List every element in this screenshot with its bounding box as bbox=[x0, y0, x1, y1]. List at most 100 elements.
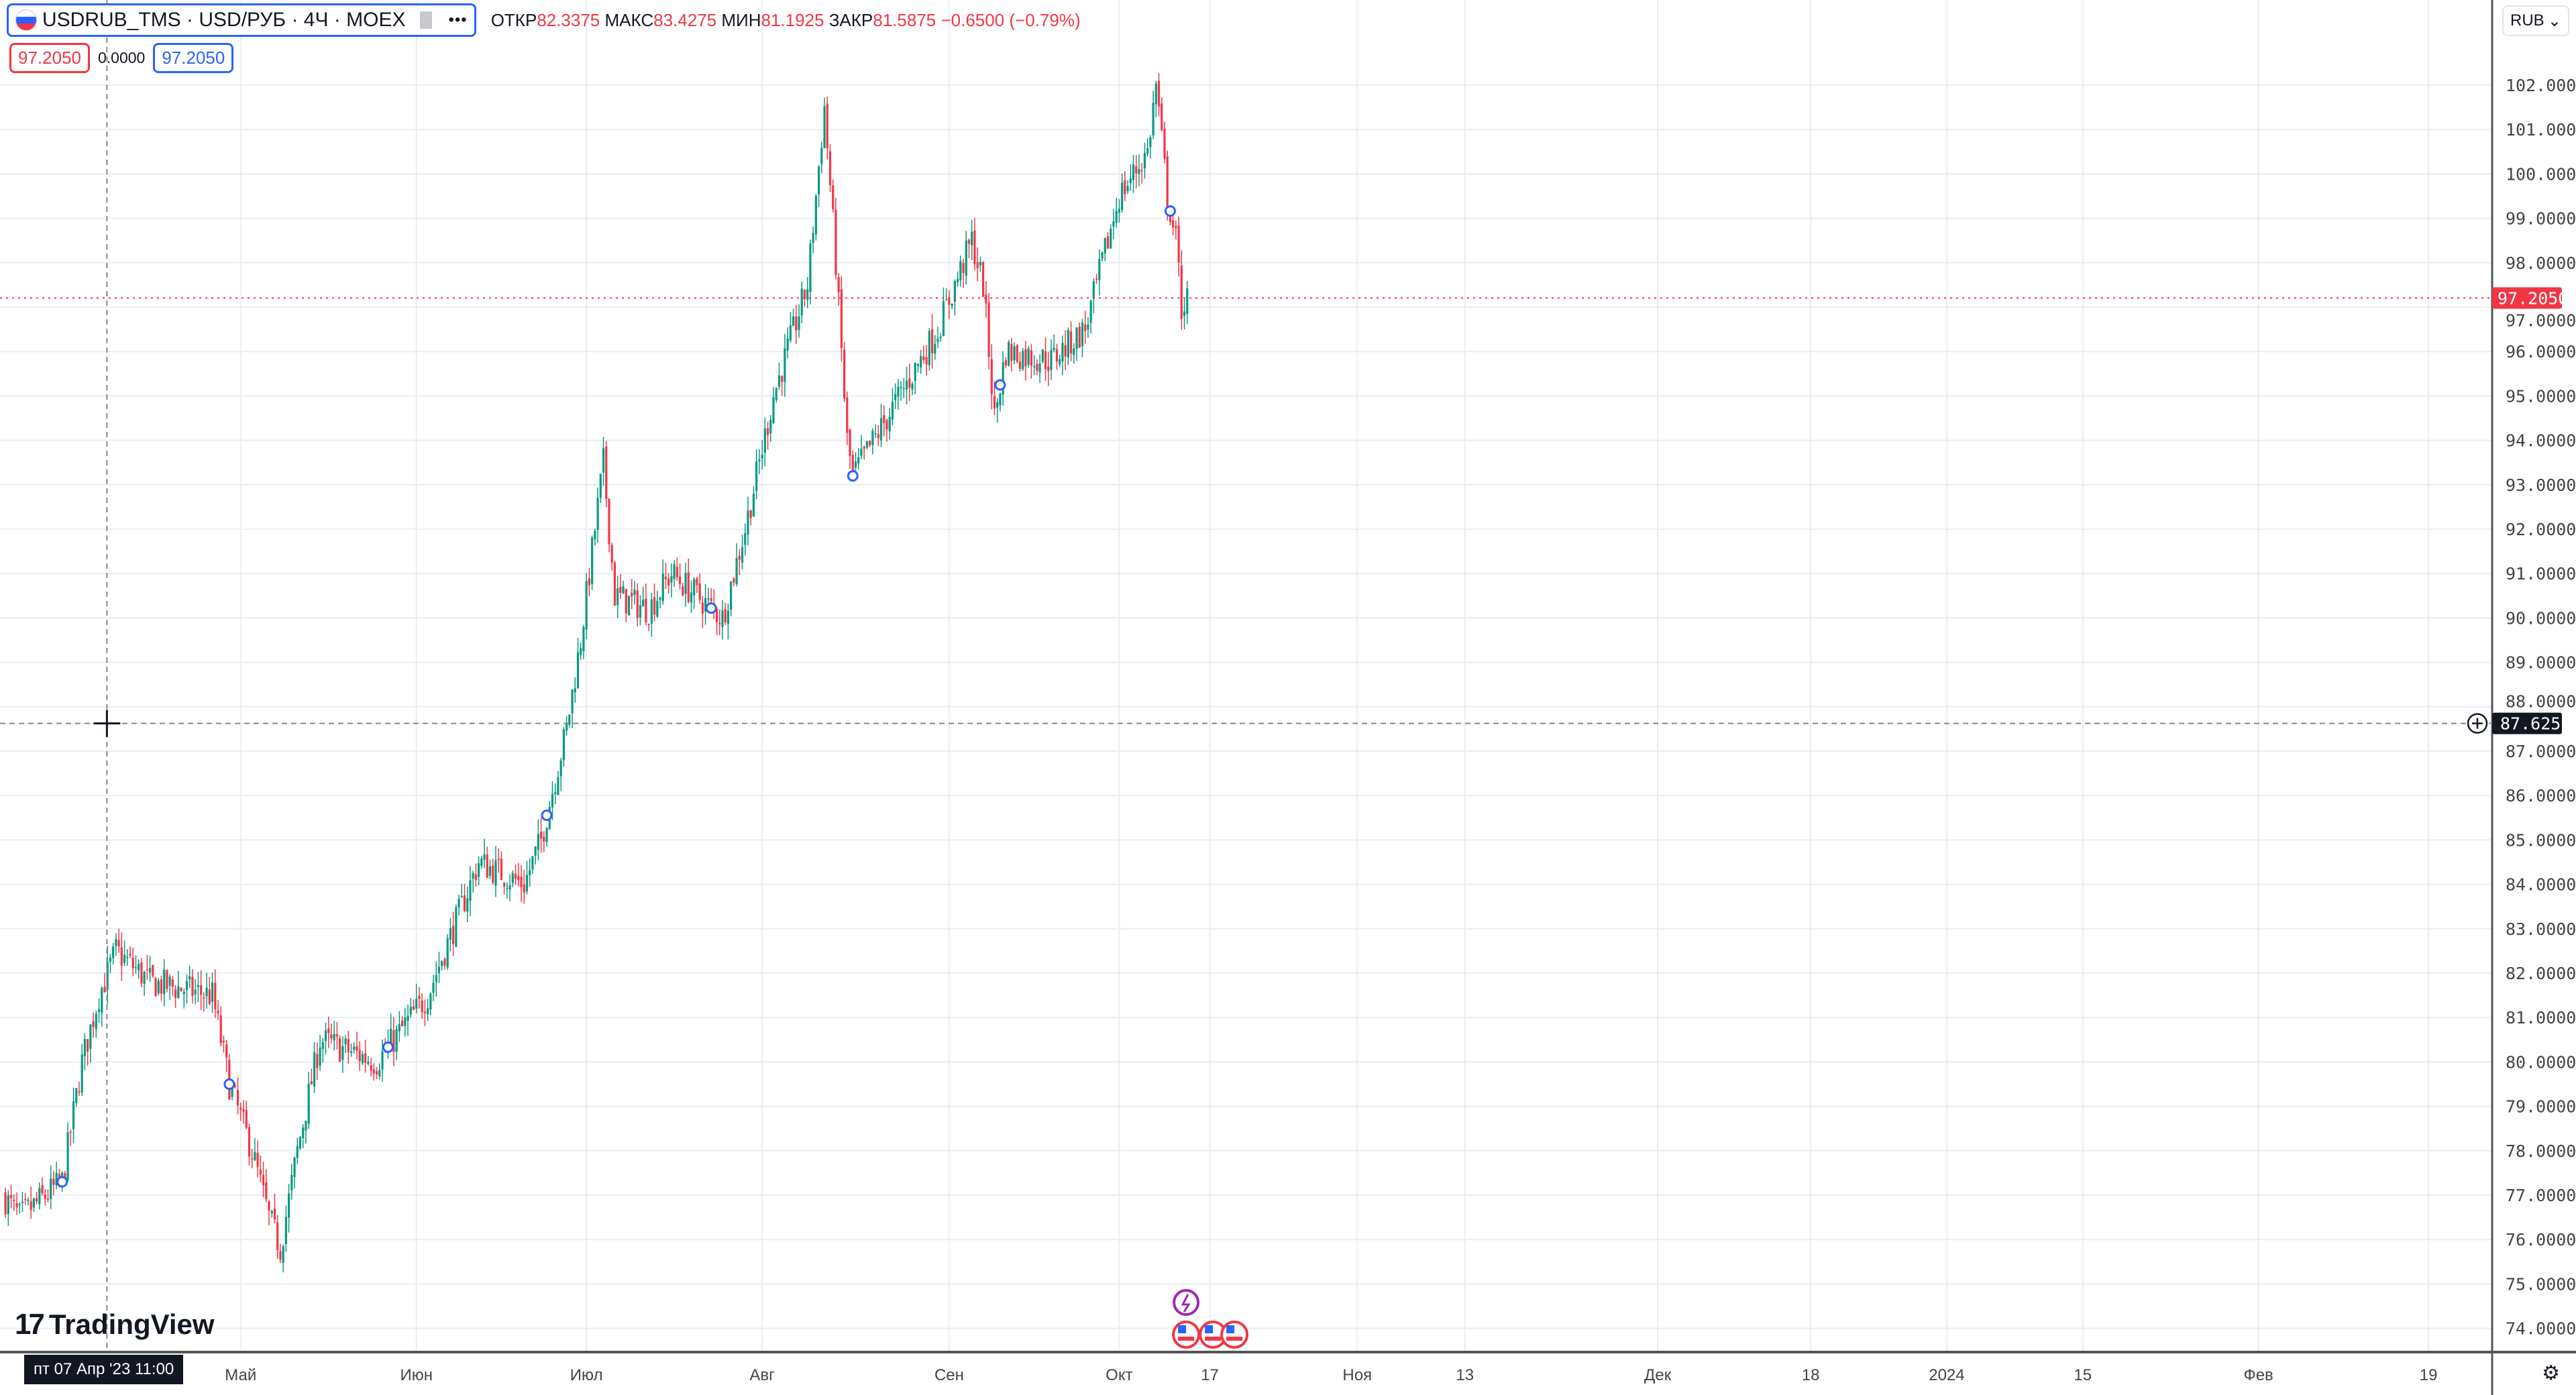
candle bbox=[967, 238, 971, 259]
candle-body bbox=[441, 961, 443, 966]
candle bbox=[214, 969, 217, 1018]
candle bbox=[296, 1137, 299, 1164]
candle bbox=[800, 281, 803, 324]
candle bbox=[101, 986, 103, 1027]
crosshair-price-label: 87.6250 bbox=[2500, 714, 2571, 734]
candle-body bbox=[1033, 366, 1036, 368]
candle bbox=[463, 883, 466, 913]
settings-icon[interactable]: ⚙ bbox=[2542, 1362, 2560, 1384]
candle bbox=[259, 1155, 262, 1182]
candle-body bbox=[724, 608, 727, 623]
candle-body bbox=[483, 854, 486, 860]
candle bbox=[50, 1165, 52, 1209]
candle bbox=[1135, 155, 1138, 188]
candle-body bbox=[15, 1203, 18, 1208]
currency-select[interactable]: RUB ⌄ bbox=[2502, 5, 2569, 36]
buy-price-button[interactable]: 97.2050 bbox=[153, 43, 234, 73]
candle bbox=[367, 1056, 370, 1066]
candle-body bbox=[449, 928, 451, 940]
candle-body bbox=[562, 729, 565, 761]
candle bbox=[44, 1188, 46, 1206]
candle bbox=[749, 509, 752, 526]
candle-body bbox=[276, 1222, 279, 1250]
candle-body bbox=[1112, 221, 1115, 227]
candle bbox=[182, 988, 185, 1009]
more-button[interactable]: ••• bbox=[448, 11, 468, 29]
candle-body bbox=[744, 533, 747, 545]
candle-body bbox=[576, 652, 580, 688]
candle-body bbox=[131, 957, 134, 968]
last-price-badge bbox=[2492, 287, 2562, 309]
tradingview-logo[interactable]: 17 TradingView bbox=[15, 1308, 215, 1341]
candle-body bbox=[1126, 186, 1129, 192]
candle bbox=[160, 975, 163, 1001]
candle bbox=[32, 1197, 35, 1212]
candle bbox=[664, 563, 667, 590]
candle bbox=[605, 441, 608, 508]
candle-body bbox=[197, 985, 200, 987]
candle bbox=[21, 1192, 24, 1213]
candle-body bbox=[1084, 325, 1087, 331]
candle-body bbox=[769, 420, 772, 434]
bookmark-icon[interactable] bbox=[420, 11, 433, 29]
dividend-marker bbox=[1164, 205, 1176, 217]
candle bbox=[971, 219, 973, 260]
candle bbox=[687, 558, 690, 604]
candle bbox=[1138, 154, 1140, 186]
candle bbox=[46, 1189, 50, 1203]
flag-stripe bbox=[1205, 1337, 1222, 1341]
candles bbox=[4, 72, 1189, 1273]
candle bbox=[551, 781, 554, 821]
candle-body bbox=[693, 579, 696, 596]
usd-rub-flag-icon bbox=[15, 9, 37, 31]
candle bbox=[327, 1016, 330, 1048]
candle bbox=[1124, 171, 1126, 201]
candle bbox=[883, 405, 885, 437]
candle bbox=[4, 1188, 7, 1218]
candle bbox=[265, 1169, 268, 1203]
candle bbox=[316, 1042, 319, 1080]
candle-body bbox=[565, 722, 568, 731]
earnings-event-icon[interactable] bbox=[1173, 1289, 1200, 1316]
candle bbox=[370, 1057, 372, 1076]
candle-body bbox=[826, 103, 828, 149]
candle-body bbox=[474, 874, 478, 881]
candle-body bbox=[874, 433, 877, 435]
candle-body bbox=[279, 1251, 282, 1260]
symbol-box[interactable]: USDRUB_TMS · USD/РУБ · 4Ч · MOEX ••• bbox=[7, 3, 476, 37]
candle bbox=[715, 606, 718, 636]
candle bbox=[1110, 224, 1112, 249]
candle-body bbox=[126, 956, 129, 958]
candle bbox=[718, 609, 721, 636]
candle bbox=[38, 1182, 41, 1210]
candle-body bbox=[282, 1245, 284, 1263]
sell-price-button[interactable]: 97.2050 bbox=[9, 43, 90, 73]
price-tick-label: 82.0000 bbox=[2506, 964, 2576, 983]
candle-body bbox=[432, 983, 435, 993]
candle-body bbox=[395, 1029, 398, 1052]
price-tick-label: 96.0000 bbox=[2506, 342, 2576, 361]
candle bbox=[857, 447, 860, 469]
time-tick-label: Окт bbox=[1106, 1366, 1132, 1384]
candle bbox=[562, 726, 565, 767]
candle bbox=[653, 583, 656, 622]
candle bbox=[239, 1102, 242, 1121]
candle-body bbox=[1104, 237, 1106, 254]
candle bbox=[103, 972, 106, 993]
candle bbox=[786, 327, 789, 359]
candle bbox=[115, 933, 117, 956]
candle bbox=[942, 287, 945, 337]
candle bbox=[777, 362, 781, 390]
candle-body bbox=[1140, 170, 1143, 172]
candle bbox=[131, 947, 134, 976]
candle bbox=[814, 194, 817, 241]
candle-body bbox=[69, 1131, 72, 1133]
candle bbox=[900, 381, 902, 401]
candle-body bbox=[792, 316, 795, 326]
candle-body bbox=[631, 592, 633, 597]
candle-body bbox=[817, 166, 820, 194]
candle bbox=[1061, 335, 1064, 376]
candle bbox=[347, 1030, 350, 1064]
candle bbox=[951, 303, 953, 309]
